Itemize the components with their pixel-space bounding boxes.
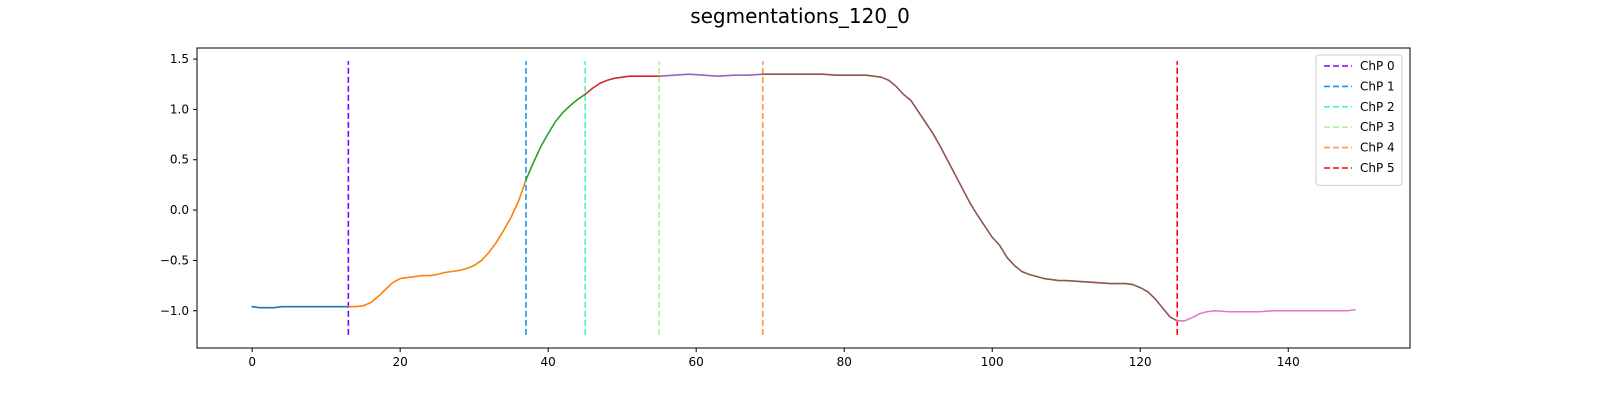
y-tick-label-2: 0.0 xyxy=(170,203,189,217)
series-lines-group xyxy=(251,73,1356,322)
y-tick-label-3: 0.5 xyxy=(170,153,189,167)
x-tick-label-2: 40 xyxy=(541,355,556,369)
segment-line-4 xyxy=(658,73,764,77)
x-tick-label-0: 0 xyxy=(248,355,256,369)
x-tick-label-5: 100 xyxy=(981,355,1004,369)
changepoint-lines-group xyxy=(347,61,1179,335)
legend: ChP 0 ChP 1 ChP 2 ChP 3 ChP 4 ChP 5 xyxy=(1315,54,1403,186)
y-tick-label-0: −1.0 xyxy=(160,304,189,318)
legend-label-5: ChP 5 xyxy=(1360,161,1395,175)
x-tick-label-7: 140 xyxy=(1277,355,1300,369)
segment-line-0 xyxy=(251,305,350,309)
x-tick-label-4: 80 xyxy=(837,355,852,369)
x-tick-label-1: 20 xyxy=(393,355,408,369)
legend-label-3: ChP 3 xyxy=(1360,120,1395,134)
legend-box xyxy=(1315,54,1403,186)
axes-group: 0 20 40 60 80 100 120 140 −1.0 −0.5 0.0 0.5 1.0 1.5 xyxy=(160,47,1411,369)
segment-line-2 xyxy=(525,93,586,181)
y-tick-label-5: 1.5 xyxy=(170,52,189,66)
legend-label-1: ChP 1 xyxy=(1360,79,1395,93)
legend-label-4: ChP 4 xyxy=(1360,141,1395,155)
y-tick-label-4: 1.0 xyxy=(170,102,189,116)
segment-line-5 xyxy=(761,73,1179,322)
legend-label-2: ChP 2 xyxy=(1360,100,1395,114)
segment-line-1 xyxy=(347,179,527,308)
segment-line-3 xyxy=(584,75,660,96)
x-tick-label-6: 120 xyxy=(1129,355,1152,369)
plot-frame xyxy=(196,47,1411,349)
segment-line-6 xyxy=(1176,308,1356,322)
legend-label-0: ChP 0 xyxy=(1360,59,1395,73)
chart-title: segmentations_120_0 xyxy=(690,4,910,28)
y-tick-label-1: −0.5 xyxy=(160,253,189,267)
x-tick-label-3: 60 xyxy=(689,355,704,369)
